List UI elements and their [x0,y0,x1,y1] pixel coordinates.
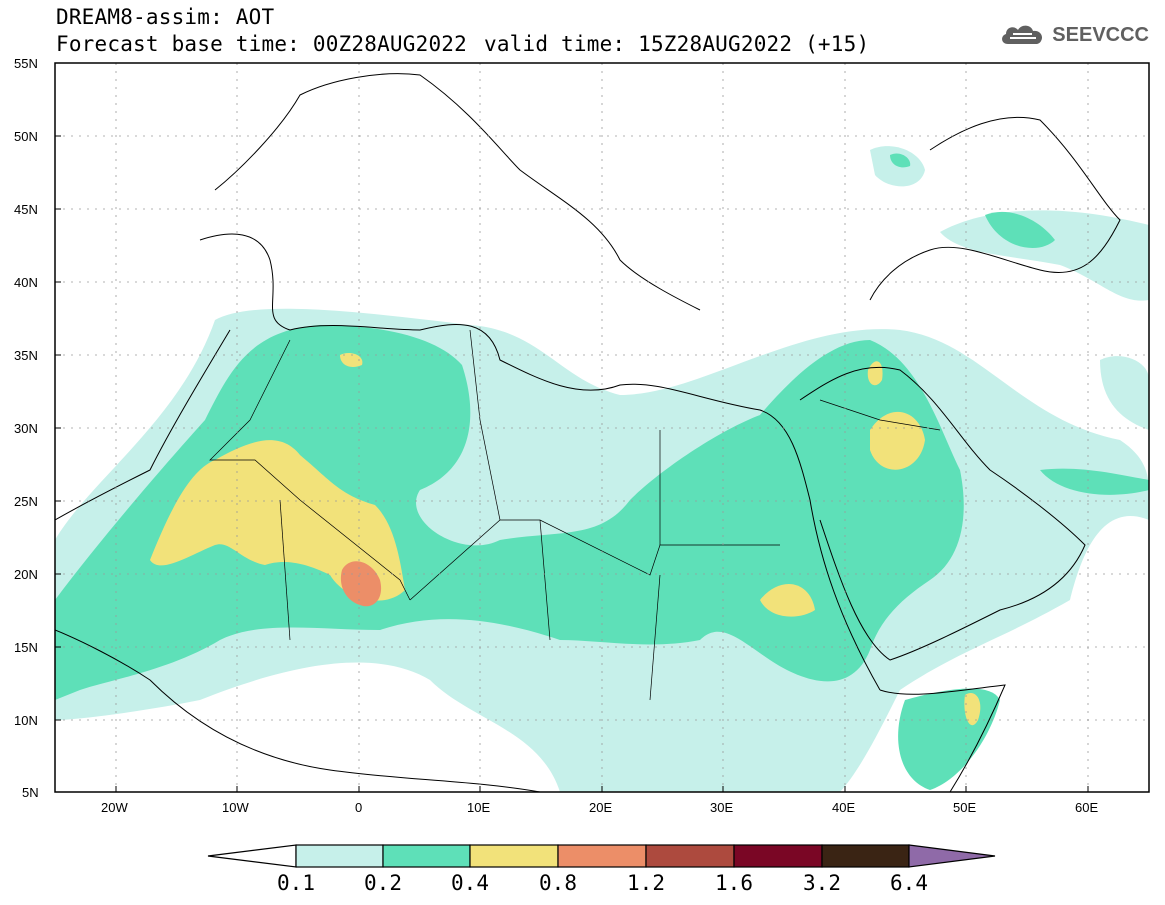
lon-label-20e: 20E [589,800,613,815]
colorbar-swatch-6 [733,844,823,868]
lon-label-20w: 20W [101,800,128,815]
lon-label-0: 0 [355,800,363,815]
lon-label-30e: 30E [710,800,734,815]
graticule [55,63,1149,792]
colorbar-label-1.2: 1.2 [627,871,665,895]
lat-label-20n: 20N [14,567,38,582]
colorbar [207,844,996,868]
forecast-base-time: Forecast base time: 00Z28AUG2022 [56,32,467,56]
axis-ticks [55,135,1089,792]
colorbar-label-6.4: 6.4 [890,871,928,895]
lon-label-10w: 10W [222,800,249,815]
colorbar-above-triangle [908,844,996,868]
colorbar-swatch-5 [645,844,735,868]
colorbar-label-1.6: 1.6 [715,871,753,895]
country-borders [209,329,941,701]
lat-label-40n: 40N [14,275,38,290]
lat-label-50n: 50N [14,129,38,144]
colorbar-swatch-2 [382,844,471,868]
valid-time: valid time: 15Z28AUG2022 (+15) [484,32,870,56]
lat-label-25n: 25N [14,494,38,509]
colorbar-label-0.2: 0.2 [364,871,402,895]
lat-label-5n: 5N [22,785,39,800]
colorbar-swatch-1 [295,844,384,868]
lon-label-40e: 40E [832,800,856,815]
lat-label-10n: 10N [14,713,38,728]
lat-label-15n: 15N [14,640,38,655]
cloud-icon [1002,25,1043,44]
colorbar-swatch-4 [557,844,647,868]
lat-label-55n: 55N [14,56,38,71]
colorbar-swatch-3 [469,844,559,868]
lat-label-35n: 35N [14,348,38,363]
colorbar-label-0.4: 0.4 [451,871,489,895]
lon-label-60e: 60E [1075,800,1099,815]
colorbar-label-0.8: 0.8 [539,871,577,895]
aot-band-0.8 [340,561,382,607]
coastlines [55,73,1121,792]
seevccc-logo: SEEVCCC [998,22,1149,48]
lon-label-10e: 10E [467,800,491,815]
lat-label-45n: 45N [14,202,38,217]
colorbar-label-3.2: 3.2 [803,871,841,895]
map-title: DREAM8-assim: AOT [56,5,275,29]
colorbar-label-0.1: 0.1 [277,871,315,895]
lon-label-50e: 50E [953,800,977,815]
aot-shading [55,146,1149,792]
logo-text: SEEVCCC [1052,23,1149,46]
colorbar-swatch-7 [821,844,910,868]
lat-label-30n: 30N [14,421,38,436]
colorbar-below-triangle [207,844,297,868]
